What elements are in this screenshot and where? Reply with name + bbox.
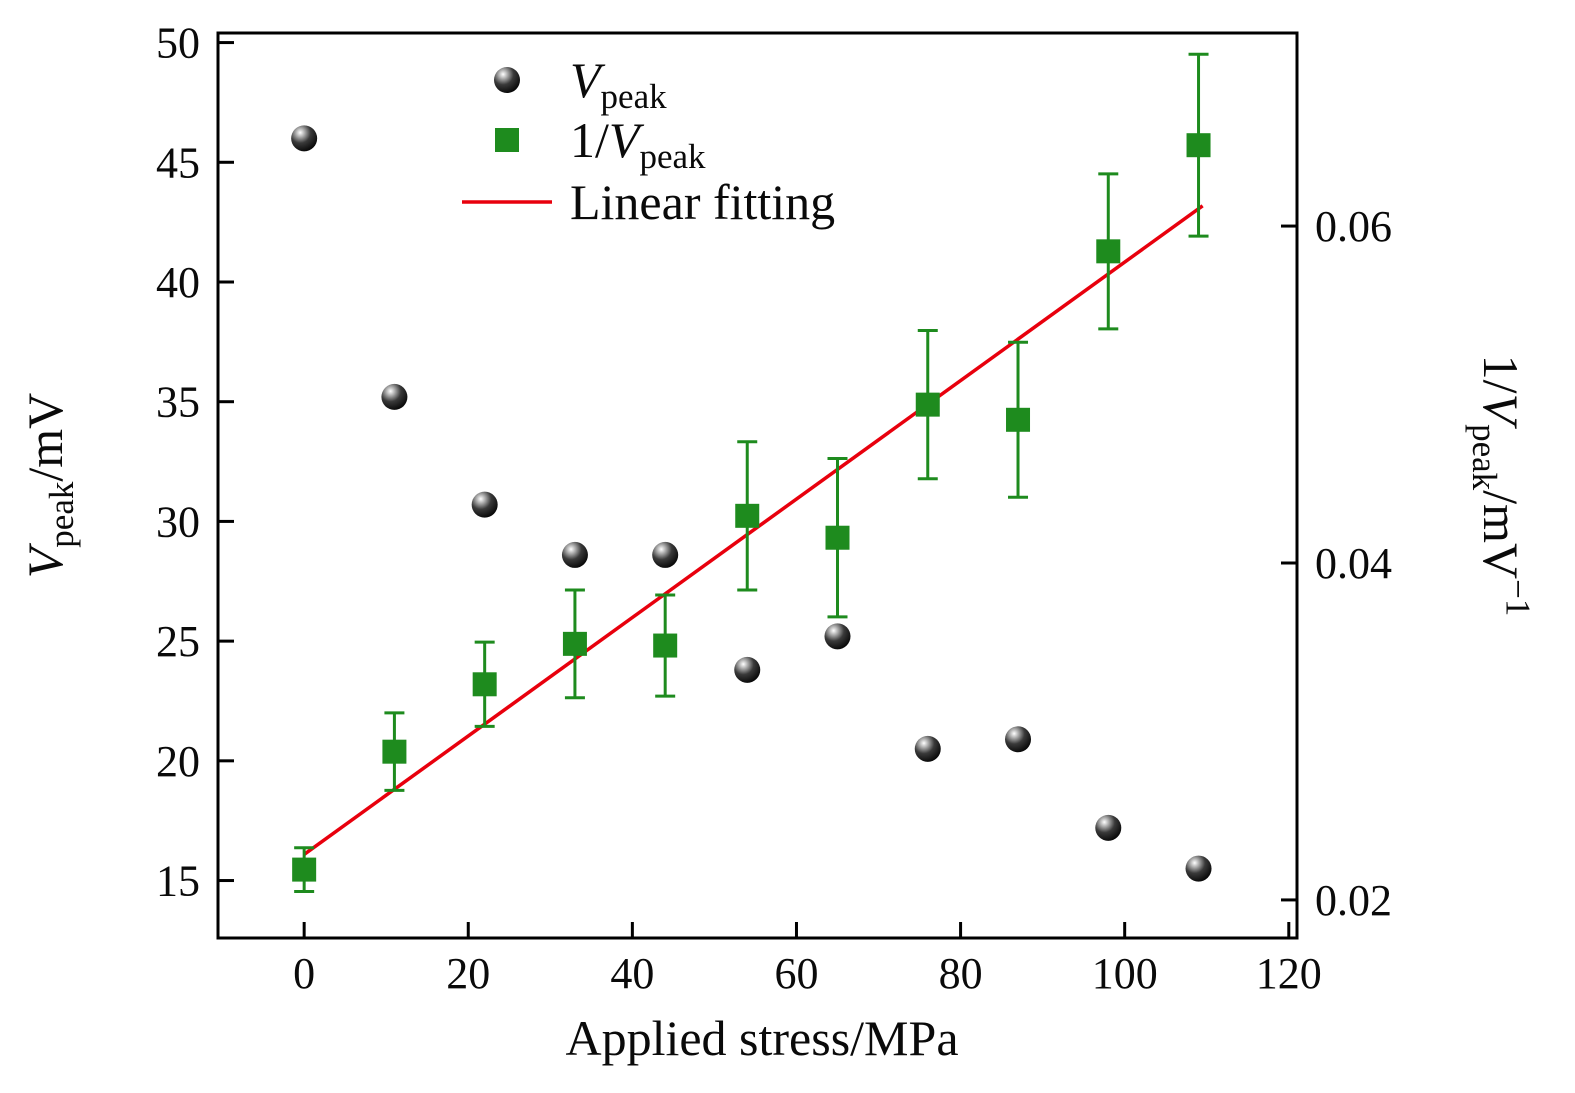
y-axis-right: 0.02 0.04 0.06 [1281, 202, 1392, 925]
square-marker [1186, 133, 1211, 158]
square-marker [472, 672, 497, 697]
sphere-marker [914, 735, 941, 762]
sphere-marker [381, 383, 408, 410]
x-axis: 0 20 40 60 80 100 120 [293, 922, 1322, 998]
label-segment: peak [601, 77, 668, 116]
y-left-tick-label: 20 [156, 737, 200, 786]
series-vpeak [291, 125, 1212, 882]
sphere-marker [652, 541, 679, 568]
legend-label: 1/Vpeak [570, 112, 706, 176]
label-segment: V [609, 112, 645, 168]
y-right-tick-label: 0.04 [1315, 539, 1392, 588]
square-marker [562, 631, 587, 656]
label-segment: −1 [1499, 579, 1538, 616]
sphere-marker [1185, 855, 1212, 882]
x-tick-label: 0 [293, 949, 315, 998]
label-segment: peak [639, 137, 706, 176]
plot-area: 0 20 40 60 80 100 12015202530354045500.020.040… [17, 19, 1538, 998]
series-inverse-vpeak [292, 52, 1211, 894]
legend-item-vpeak: Vpeak [494, 52, 667, 116]
legend-square-marker [495, 128, 519, 152]
legend-item-linear-fit: Linear fitting [462, 174, 835, 230]
square-marker [915, 392, 940, 417]
x-tick-label: 80 [939, 949, 983, 998]
sphere-marker [1005, 726, 1032, 753]
square-marker [1096, 239, 1121, 264]
legend-sphere-marker [494, 67, 520, 93]
label-segment: 1/ [1473, 355, 1529, 394]
square-marker [382, 739, 407, 764]
y-right-tick-label: 0.06 [1315, 202, 1392, 251]
legend-item-inv-vpeak: 1/Vpeak [495, 112, 706, 176]
y-axis-left-title: Vpeak/mV [17, 393, 81, 579]
y-left-tick-label: 50 [156, 19, 200, 68]
y-left-tick-label: 30 [156, 497, 200, 546]
x-axis-title: Applied stress/MPa [565, 1010, 958, 1066]
square-marker [292, 857, 317, 882]
label-segment: peak [42, 481, 81, 548]
label-segment: /mV [17, 393, 73, 482]
square-marker [825, 525, 850, 550]
x-tick-label: 100 [1092, 949, 1158, 998]
y-left-tick-label: 45 [156, 138, 200, 187]
square-marker [1006, 407, 1031, 432]
y-left-tick-label: 40 [156, 258, 200, 307]
sphere-marker [1095, 814, 1122, 841]
x-tick-label: 120 [1256, 949, 1322, 998]
linear-fit-line [303, 204, 1204, 856]
legend-label: Vpeak [570, 52, 667, 116]
x-tick-label: 20 [446, 949, 490, 998]
label-segment: V [17, 542, 73, 578]
label-segment: /mV [1473, 490, 1529, 579]
sphere-marker [561, 541, 588, 568]
y-right-tick-label: 0.02 [1315, 876, 1392, 925]
plot-frame [216, 31, 1299, 940]
square-marker [735, 503, 760, 528]
y-left-tick-label: 25 [156, 617, 200, 666]
y-axis-left: 15 20 25 30 35 40 45 50 [156, 19, 234, 906]
sphere-marker [471, 491, 498, 518]
y-left-tick-label: 35 [156, 378, 200, 427]
square-marker [653, 633, 678, 658]
legend-label: Linear fitting [570, 174, 835, 230]
sphere-marker [734, 656, 761, 683]
x-tick-label: 40 [610, 949, 654, 998]
y-left-tick-label: 15 [156, 857, 200, 906]
label-segment: peak [1465, 424, 1504, 491]
label-segment: V [1473, 394, 1529, 430]
label-segment: V [570, 52, 606, 108]
sphere-marker [824, 623, 851, 650]
label-segment: 1/ [570, 112, 609, 168]
x-tick-label: 60 [774, 949, 818, 998]
sphere-marker [291, 125, 318, 152]
y-axis-right-title: 1/Vpeak/mV−1 [1465, 355, 1538, 617]
label-segment: Linear fitting [570, 174, 835, 230]
